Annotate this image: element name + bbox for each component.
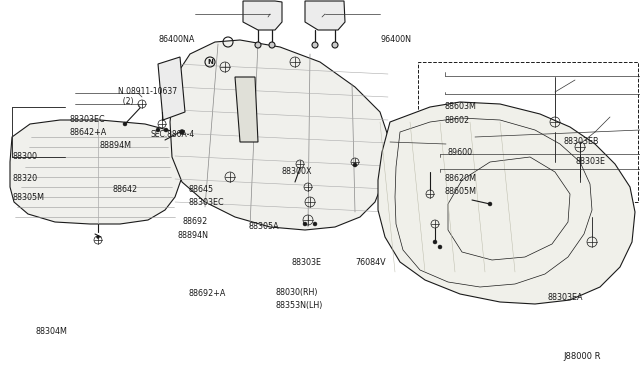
Text: 88620M: 88620M (445, 174, 477, 183)
Text: 88300X: 88300X (282, 167, 312, 176)
Circle shape (123, 122, 127, 126)
Polygon shape (305, 1, 345, 30)
Text: 88602: 88602 (445, 116, 470, 125)
Text: 88605M: 88605M (445, 187, 477, 196)
Text: 89600: 89600 (448, 148, 473, 157)
Circle shape (433, 240, 437, 244)
Circle shape (353, 163, 357, 167)
Text: 88030(RH): 88030(RH) (275, 288, 317, 296)
Text: 88303EB: 88303EB (563, 137, 598, 146)
Circle shape (312, 42, 318, 48)
Text: 88320: 88320 (13, 174, 38, 183)
Text: 86400NA: 86400NA (159, 35, 195, 44)
Text: 88305M: 88305M (13, 193, 45, 202)
Polygon shape (378, 102, 635, 304)
Circle shape (255, 42, 261, 48)
Text: 88894M: 88894M (99, 141, 131, 150)
Text: 88642: 88642 (112, 185, 137, 194)
Text: 88303EC: 88303EC (189, 198, 225, 207)
Circle shape (313, 222, 317, 226)
Text: 88645: 88645 (189, 185, 214, 194)
Text: 88304M: 88304M (35, 327, 67, 336)
Bar (418, 62, 638, 202)
Text: 88692+A: 88692+A (189, 289, 226, 298)
Polygon shape (10, 120, 185, 224)
Text: 88303E: 88303E (576, 157, 606, 166)
Text: 88300: 88300 (13, 152, 38, 161)
Polygon shape (243, 1, 282, 30)
Text: 88603M: 88603M (445, 102, 477, 110)
Text: J88000 R: J88000 R (563, 352, 601, 361)
Circle shape (269, 42, 275, 48)
Circle shape (303, 222, 307, 226)
Text: N: N (207, 59, 213, 65)
Text: 88894N: 88894N (178, 231, 209, 240)
Circle shape (332, 42, 338, 48)
Text: 88353N(LH): 88353N(LH) (275, 301, 323, 310)
Polygon shape (170, 40, 390, 230)
Polygon shape (235, 77, 258, 142)
Text: 96400N: 96400N (381, 35, 412, 44)
Text: 88303EA: 88303EA (547, 293, 582, 302)
Circle shape (488, 202, 492, 206)
Polygon shape (158, 57, 185, 120)
Text: 88303E: 88303E (291, 258, 321, 267)
Circle shape (97, 235, 99, 238)
Circle shape (156, 128, 160, 132)
Circle shape (179, 129, 184, 135)
Text: N 08911-10637
  (2): N 08911-10637 (2) (118, 87, 177, 106)
Text: 88305A: 88305A (248, 222, 279, 231)
Text: SEC.880A-4: SEC.880A-4 (150, 130, 195, 139)
Text: 88303EC: 88303EC (69, 115, 105, 124)
Circle shape (438, 245, 442, 249)
Text: 76084V: 76084V (355, 258, 386, 267)
Circle shape (164, 128, 168, 132)
Text: 88642+A: 88642+A (69, 128, 106, 137)
Text: 88692: 88692 (182, 217, 207, 226)
